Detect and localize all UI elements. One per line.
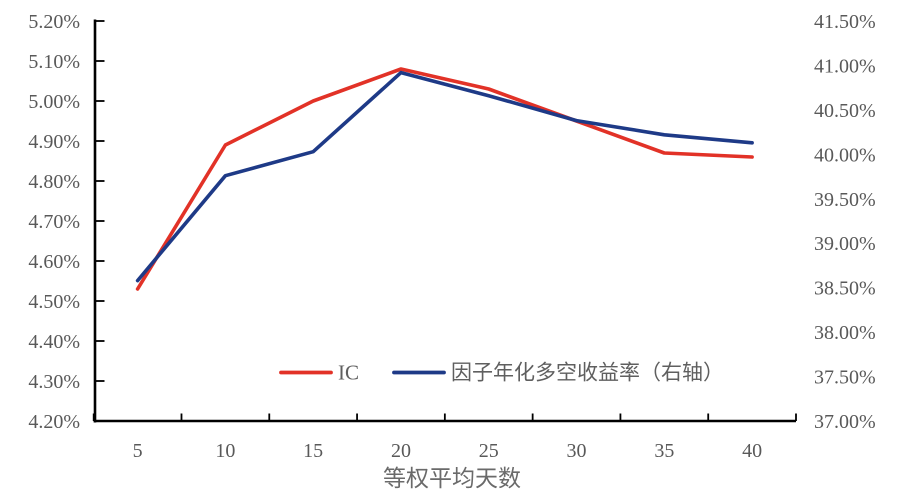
- left-axis-tick-label: 5.10%: [28, 51, 80, 73]
- left-axis-tick-label: 4.90%: [28, 131, 80, 153]
- left-axis-tick-label: 5.00%: [28, 91, 80, 113]
- right-axis-tick-label: 37.50%: [814, 367, 876, 389]
- x-axis-tick-label: 20: [391, 440, 411, 462]
- right-axis-tick-label: 41.50%: [814, 11, 876, 33]
- left-axis-tick-label: 4.70%: [28, 211, 80, 233]
- legend: IC 因子年化多空收益率（右轴）: [279, 361, 724, 385]
- right-axis-tick-label: 38.00%: [814, 322, 876, 344]
- series-line-right-axis: [135, 70, 754, 283]
- left-axis-tick-label: 4.50%: [28, 291, 80, 313]
- x-axis-tick-label: 5: [133, 440, 143, 462]
- x-axis-tick-label: 15: [303, 440, 323, 462]
- left-axis-tick-label: 5.20%: [28, 11, 80, 33]
- right-axis-tick-label: 39.00%: [814, 233, 876, 255]
- left-axis-tick-label: 4.30%: [28, 371, 80, 393]
- left-axis-tick-labels: 5.20% 5.10% 5.00% 4.90% 4.80% 4.70% 4.60% 4.50%…: [28, 11, 80, 433]
- axes: [92, 19, 797, 423]
- x-axis-tick-label: 25: [479, 440, 499, 462]
- series-lines: [135, 67, 754, 291]
- left-axis-tick-label: 4.60%: [28, 251, 80, 273]
- right-axis-tick-label: 40.50%: [814, 100, 876, 122]
- left-axis-tick-label: 4.80%: [28, 171, 80, 193]
- x-axis-tick-labels: 5 10 15 20 25 30 35 40: [133, 440, 763, 462]
- right-axis-tick-labels: 41.50% 41.00% 40.50% 40.00% 39.50% 39.00% 38.5…: [814, 11, 876, 433]
- right-axis-tick-label: 40.00%: [814, 144, 876, 166]
- left-axis-tick-label: 4.20%: [28, 411, 80, 433]
- legend-ic-label: IC: [338, 361, 359, 385]
- legend-right-series-label: 因子年化多空收益率（右轴）: [451, 361, 724, 385]
- x-axis-tick-label: 30: [567, 440, 587, 462]
- right-axis-tick-label: 37.00%: [814, 411, 876, 433]
- x-axis-title: 等权平均天数: [383, 466, 521, 491]
- x-axis-tick-label: 35: [654, 440, 674, 462]
- x-axis-tick-label: 10: [215, 440, 235, 462]
- x-axis-tick-label: 40: [742, 440, 762, 462]
- right-axis-tick-label: 41.00%: [814, 55, 876, 77]
- series-line-ic: [135, 67, 754, 291]
- right-axis-tick-label: 38.50%: [814, 278, 876, 300]
- left-axis-tick-label: 4.40%: [28, 331, 80, 353]
- right-axis-tick-label: 39.50%: [814, 189, 876, 211]
